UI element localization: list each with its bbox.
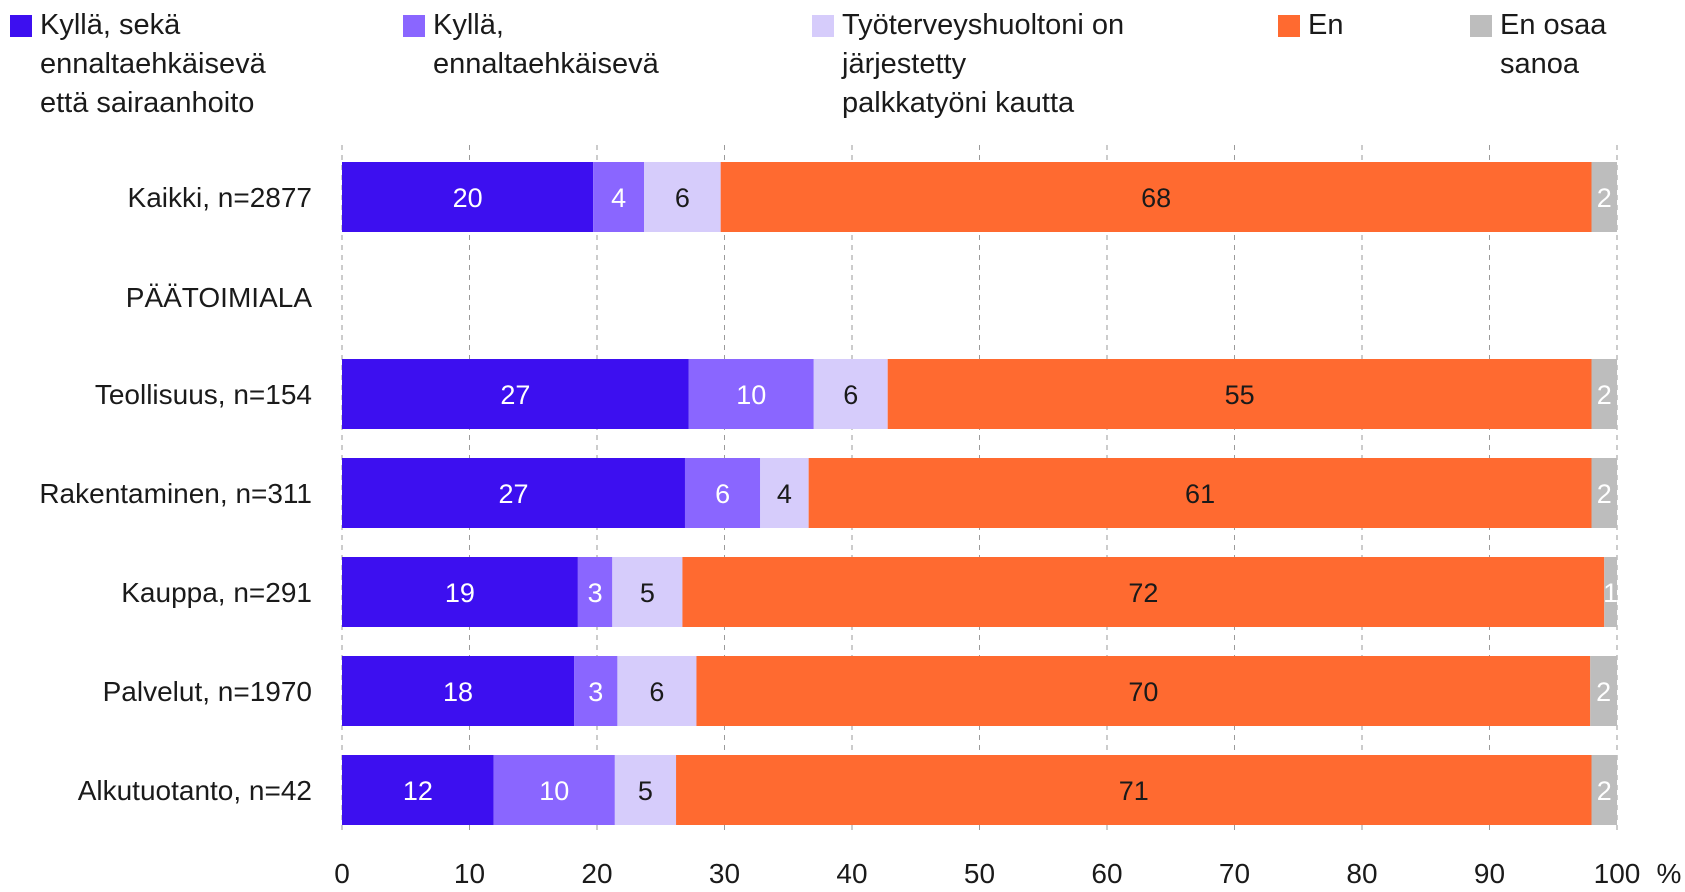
category-labels: Kaikki, n=2877 PÄÄTOIMIALA Teollisuus, n=1… — [39, 182, 312, 806]
bars: 20 4 6 68 2 27 10 6 55 2 27 6 4 61 2 19 3 5 72 1 18 3 6 70 2 12 10… — [342, 162, 1618, 825]
bar-segment — [696, 656, 1591, 726]
legend-swatch — [10, 15, 32, 37]
x-unit-label: % — [1657, 858, 1682, 889]
data-label: 71 — [1119, 776, 1149, 806]
data-label: 1 — [1603, 578, 1618, 608]
data-label: 6 — [715, 479, 730, 509]
legend-label: En — [1308, 9, 1344, 41]
category-label: Palvelut, n=1970 — [103, 676, 312, 707]
bar-segment — [720, 162, 1592, 232]
x-tick-label: 40 — [836, 858, 867, 889]
data-label: 70 — [1128, 677, 1158, 707]
x-tick-label: 10 — [454, 858, 485, 889]
data-label: 20 — [453, 183, 483, 213]
bar-segment — [577, 557, 613, 627]
data-label: 10 — [736, 380, 766, 410]
bar-segment — [684, 458, 761, 528]
x-tick-label: 0 — [334, 858, 350, 889]
x-tick-labels: 0 10 20 30 40 50 60 70 80 90 100 — [334, 858, 1640, 889]
legend-item-kylla-seka: Kyllä, sekä ennaltaehkäisevä että sairaa… — [10, 6, 266, 123]
x-tick-label: 70 — [1219, 858, 1250, 889]
bar-segment — [614, 755, 677, 825]
legend-swatch — [812, 15, 834, 37]
bar-segment — [1591, 162, 1617, 232]
legend-label: Kyllä, ennaltaehkäisevä — [433, 9, 659, 80]
bar-segment — [1591, 359, 1617, 429]
x-tick-label: 20 — [581, 858, 612, 889]
data-label: 5 — [638, 776, 653, 806]
data-label: 6 — [843, 380, 858, 410]
data-label: 12 — [403, 776, 433, 806]
bar-segment — [342, 755, 494, 825]
bar-segment — [612, 557, 683, 627]
data-label: 27 — [500, 380, 530, 410]
x-tick-label: 60 — [1091, 858, 1122, 889]
category-label: PÄÄTOIMIALA — [126, 282, 313, 313]
data-label: 6 — [675, 183, 690, 213]
data-label: 19 — [445, 578, 475, 608]
bar-segment — [342, 458, 685, 528]
legend-swatch — [403, 15, 425, 37]
category-label: Alkutuotanto, n=42 — [78, 775, 312, 806]
bar-segment — [617, 656, 697, 726]
data-label: 2 — [1597, 380, 1612, 410]
data-label: 3 — [588, 677, 603, 707]
bar-segment — [813, 359, 888, 429]
bar-segment — [644, 162, 721, 232]
legend-item-tyoterveyshuolto: Työterveyshuoltoni on järjestetty palkka… — [812, 6, 1124, 123]
legend-item-en-osaa-sanoa: En osaa sanoa — [1470, 6, 1606, 84]
data-label: 5 — [640, 578, 655, 608]
bar-segment — [342, 656, 575, 726]
bar-segment — [1590, 656, 1617, 726]
data-label: 61 — [1185, 479, 1215, 509]
data-label: 18 — [443, 677, 473, 707]
bar-segment — [808, 458, 1592, 528]
data-label: 4 — [777, 479, 792, 509]
legend-label: En osaa sanoa — [1500, 9, 1607, 80]
bar-segment — [1604, 557, 1617, 627]
category-label: Kaikki, n=2877 — [128, 182, 312, 213]
data-label: 6 — [649, 677, 664, 707]
bar-segment — [342, 162, 594, 232]
bar-segment — [342, 557, 578, 627]
legend-swatch — [1470, 15, 1492, 37]
data-label: 2 — [1597, 479, 1612, 509]
data-label: 4 — [611, 183, 626, 213]
legend-item-en: En — [1278, 6, 1343, 45]
data-label: 10 — [539, 776, 569, 806]
data-label: 72 — [1128, 578, 1158, 608]
legend-label: Työterveyshuoltoni on järjestetty palkka… — [842, 9, 1125, 119]
bar-segment — [1591, 755, 1617, 825]
x-tick-label: 50 — [964, 858, 995, 889]
data-label: 55 — [1225, 380, 1255, 410]
legend-label: Kyllä, sekä ennaltaehkäisevä että sairaa… — [40, 9, 266, 119]
bar-segment — [676, 755, 1592, 825]
x-tick-label: 100 — [1594, 858, 1641, 889]
data-label: 68 — [1141, 183, 1171, 213]
bar-segment — [682, 557, 1605, 627]
bar-segment — [1591, 458, 1617, 528]
category-label: Kauppa, n=291 — [121, 577, 312, 608]
category-label: Teollisuus, n=154 — [95, 379, 312, 410]
bar-segment — [342, 359, 689, 429]
bar-segment — [493, 755, 615, 825]
data-label: 2 — [1597, 776, 1612, 806]
bar-segment — [760, 458, 809, 528]
category-label: Rakentaminen, n=311 — [39, 478, 312, 509]
data-label: 27 — [498, 479, 528, 509]
bar-segment — [688, 359, 814, 429]
x-tick-label: 80 — [1346, 858, 1377, 889]
x-tick-label: 30 — [709, 858, 740, 889]
bar-segment — [887, 359, 1592, 429]
x-tick-label: 90 — [1474, 858, 1505, 889]
bar-segment — [574, 656, 618, 726]
bar-segment — [593, 162, 645, 232]
legend-item-kylla-ennaltaehkaiseva: Kyllä, ennaltaehkäisevä — [403, 6, 659, 84]
legend: Kyllä, sekä ennaltaehkäisevä että sairaa… — [0, 0, 1685, 130]
data-label: 2 — [1597, 183, 1612, 213]
data-label: 3 — [588, 578, 603, 608]
data-label: 2 — [1596, 677, 1611, 707]
legend-swatch — [1278, 15, 1300, 37]
